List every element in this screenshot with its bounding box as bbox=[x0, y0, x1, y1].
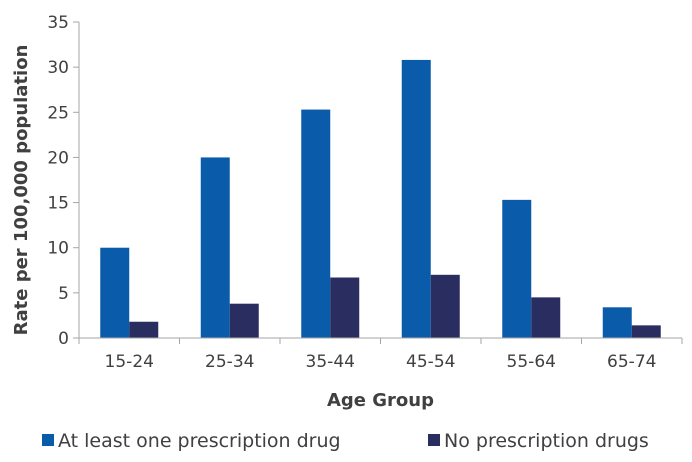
x-tick-label: 15-24 bbox=[105, 352, 154, 372]
y-tick-label: 10 bbox=[47, 239, 69, 259]
bar-at-least-one-15-24 bbox=[100, 247, 130, 338]
x-axis-ticks: 15-24 25-34 35-44 45-54 55-64 65-74 bbox=[78, 338, 683, 372]
x-tick-label: 65-74 bbox=[607, 352, 656, 372]
legend-swatch-at-least-one bbox=[42, 434, 54, 446]
y-tick-label: 30 bbox=[47, 58, 69, 78]
y-tick-label: 35 bbox=[47, 13, 69, 33]
legend-label-at-least-one: At least one prescription drug bbox=[58, 430, 341, 452]
x-axis-title: Age Group bbox=[327, 390, 434, 411]
bars bbox=[100, 59, 661, 339]
bar-at-least-one-65-74 bbox=[602, 307, 632, 338]
y-tick-label: 25 bbox=[47, 103, 69, 123]
legend-swatch-no-prescription bbox=[428, 434, 440, 446]
y-axis-ticks: 0 5 10 15 20 25 30 35 bbox=[47, 13, 79, 349]
bar-at-least-one-35-44 bbox=[301, 109, 331, 338]
x-tick-label: 35-44 bbox=[306, 352, 355, 372]
bar-no-prescription-35-44 bbox=[330, 277, 360, 338]
x-tick-label: 55-64 bbox=[507, 352, 556, 372]
y-tick-label: 0 bbox=[58, 329, 69, 349]
bar-no-prescription-55-64 bbox=[531, 297, 561, 338]
bar-at-least-one-55-64 bbox=[502, 199, 532, 338]
y-tick-label: 5 bbox=[58, 284, 69, 304]
y-axis-title: Rate per 100,000 population bbox=[11, 45, 32, 336]
bar-no-prescription-45-54 bbox=[430, 274, 460, 338]
bar-no-prescription-65-74 bbox=[631, 325, 661, 338]
legend: At least one prescription drug No prescr… bbox=[42, 430, 649, 452]
x-tick-label: 45-54 bbox=[406, 352, 455, 372]
legend-label-no-prescription: No prescription drugs bbox=[444, 430, 649, 452]
bar-no-prescription-25-34 bbox=[229, 303, 259, 338]
bar-at-least-one-45-54 bbox=[401, 59, 431, 339]
y-tick-label: 15 bbox=[47, 194, 69, 214]
x-tick-label: 25-34 bbox=[205, 352, 254, 372]
bar-no-prescription-15-24 bbox=[129, 321, 159, 338]
bar-at-least-one-25-34 bbox=[200, 157, 230, 338]
y-tick-label: 20 bbox=[47, 148, 69, 168]
